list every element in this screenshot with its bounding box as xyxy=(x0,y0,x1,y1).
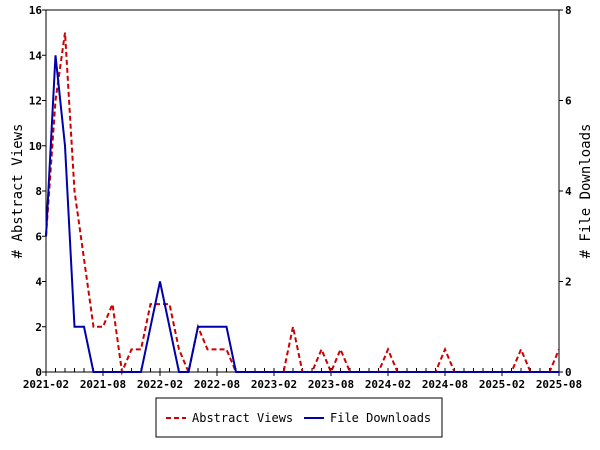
legend-box xyxy=(155,397,443,438)
y-left-tick-label: 14 xyxy=(29,49,43,62)
y-left-tick-label: 4 xyxy=(35,276,42,289)
y-right-tick-label: 2 xyxy=(565,276,572,289)
plot-area xyxy=(45,9,560,373)
y-right-tick-label: 6 xyxy=(565,95,572,108)
series-layer xyxy=(45,32,560,376)
y-left-ticks: 0 2 4 6 8 10 12 14 16 xyxy=(29,4,46,379)
y-right-ticks: 0 2 4 6 8 xyxy=(559,4,572,379)
y-left-tick-label: 16 xyxy=(29,4,43,17)
y-right-tick-label: 0 xyxy=(565,366,572,379)
legend-label-file-downloads: File Downloads xyxy=(330,411,431,425)
x-tick-label: 2021-08 xyxy=(80,378,126,391)
y-left-tick-label: 8 xyxy=(35,185,42,198)
series-line-file-downloads xyxy=(45,55,559,373)
x-tick-label: 2025-02 xyxy=(479,378,525,391)
x-tick-label: 2025-08 xyxy=(536,378,582,391)
x-tick-label: 2021-02 xyxy=(23,378,69,391)
x-tick-label: 2024-02 xyxy=(365,378,411,391)
y-axis-title-left: # Abstract Views xyxy=(10,124,26,259)
y-axis-title-right: # File Downloads xyxy=(578,124,594,259)
x-tick-label: 2023-08 xyxy=(308,378,354,391)
legend-label-abstract-views: Abstract Views xyxy=(192,411,293,425)
x-tick-label: 2024-08 xyxy=(422,378,468,391)
x-tick-label: 2022-08 xyxy=(194,378,240,391)
y-left-tick-label: 12 xyxy=(29,95,42,108)
legend: Abstract Views File Downloads xyxy=(155,397,443,438)
y-right-tick-label: 4 xyxy=(565,185,572,198)
y-right-tick-label: 8 xyxy=(565,4,572,17)
y-left-tick-label: 2 xyxy=(35,321,42,334)
y-left-tick-label: 6 xyxy=(35,230,42,243)
x-tick-label: 2023-02 xyxy=(251,378,297,391)
y-left-tick-label: 10 xyxy=(29,140,42,153)
x-tick-label: 2022-02 xyxy=(137,378,183,391)
y-left-tick-label: 0 xyxy=(35,366,42,379)
